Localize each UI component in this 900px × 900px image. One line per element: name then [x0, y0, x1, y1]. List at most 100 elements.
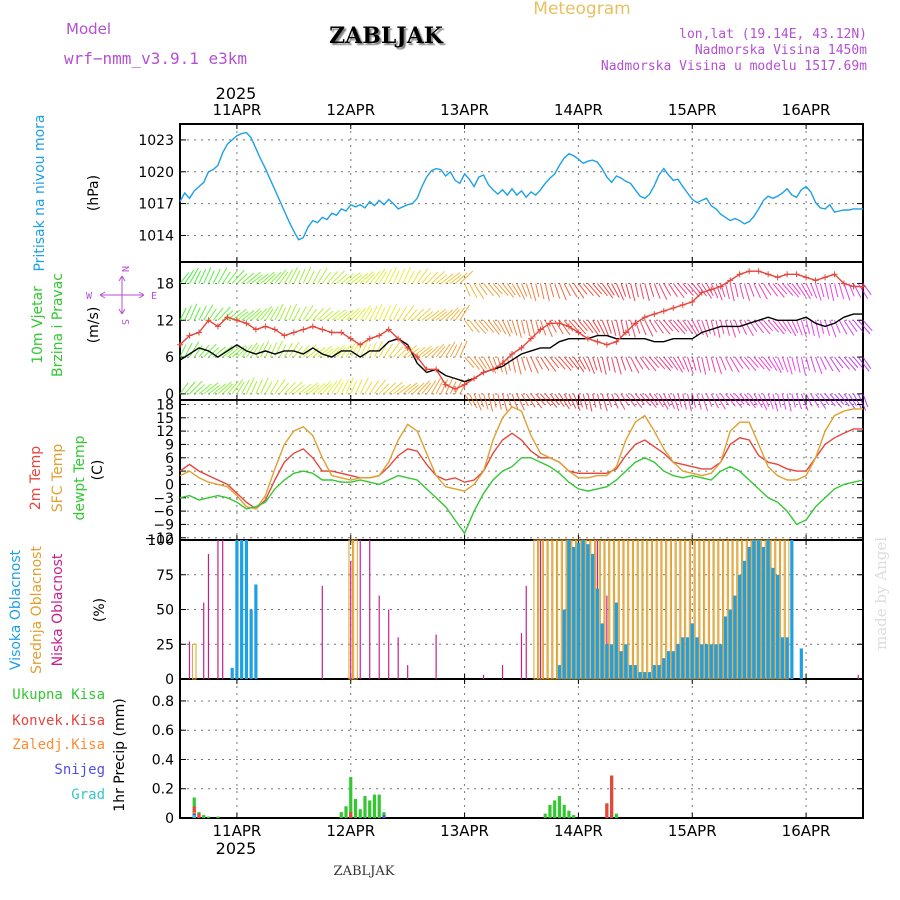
wind-barb — [184, 342, 193, 358]
wind-barb — [293, 307, 301, 321]
wind-barb — [184, 305, 192, 321]
high-cloud-bar — [662, 658, 666, 679]
wind-barb — [810, 356, 817, 373]
wind-barb — [383, 305, 392, 321]
high-cloud-bar — [709, 644, 713, 679]
wind-barb — [625, 283, 631, 299]
wind-barb — [203, 266, 212, 284]
wind-barb — [440, 379, 449, 395]
wind-barb — [431, 271, 446, 284]
wind-barb — [350, 309, 361, 321]
gust-marker — [641, 314, 648, 321]
temperature-ytick-label: 12 — [156, 424, 174, 440]
wind-barb — [834, 393, 845, 405]
wind-barb — [227, 381, 239, 395]
wind-barb — [511, 283, 521, 298]
wind-barb — [758, 356, 771, 372]
wind-barb — [762, 356, 773, 369]
wind-barb — [758, 319, 771, 335]
wind-barb — [729, 356, 740, 373]
wind-barb — [430, 378, 441, 395]
wind-barb — [317, 381, 331, 395]
wind-barb — [184, 269, 195, 284]
gust-marker — [831, 271, 838, 278]
gust-marker — [518, 344, 525, 351]
wind-barb — [824, 320, 831, 336]
wind-barb — [644, 393, 657, 408]
wind-barb — [260, 271, 275, 284]
wind-barb — [189, 380, 203, 395]
wind-barb — [805, 320, 811, 334]
wind-barb — [639, 393, 652, 407]
wind-barb — [758, 283, 768, 300]
wind-barb — [705, 356, 711, 371]
wind-barb — [516, 393, 525, 411]
wind-barb — [487, 356, 497, 374]
wind-barb — [862, 283, 872, 296]
wind-barb — [449, 344, 458, 358]
time-label-bottom: 13APR — [440, 822, 489, 840]
wind-barb — [834, 356, 844, 369]
temperature-series-line — [179, 405, 863, 510]
precip-bar — [562, 804, 566, 818]
mid-cloud-bar — [652, 539, 657, 680]
wind-barb — [748, 393, 758, 406]
wind-barb — [582, 319, 594, 334]
wind-barb — [222, 348, 235, 358]
high-cloud-bar — [652, 665, 656, 679]
wind-barb — [459, 340, 468, 358]
wind-barb — [359, 377, 369, 395]
wind-barb — [848, 356, 859, 368]
wind-barb — [601, 356, 607, 375]
wind-barb — [255, 379, 263, 395]
wind-barb — [744, 393, 757, 409]
wind-barb — [473, 319, 487, 335]
wind-barb — [193, 345, 203, 358]
wind-barb — [374, 303, 383, 321]
gust-marker — [546, 320, 553, 327]
wind-barb — [658, 319, 671, 335]
wind-barb — [696, 393, 702, 410]
wind-barb — [559, 319, 571, 336]
wind-barb — [762, 393, 770, 407]
high-cloud-bar — [776, 574, 780, 679]
wind-barb — [843, 356, 857, 371]
wind-barb — [369, 305, 378, 321]
wind-barb — [843, 393, 856, 409]
wind-barb — [189, 341, 200, 358]
wind-barb — [516, 356, 522, 375]
wind-barb — [767, 393, 774, 410]
wind-barb — [734, 356, 744, 369]
wind-barb — [715, 320, 721, 338]
gust-marker — [717, 283, 724, 290]
wind-barb — [492, 393, 497, 408]
wind-barb — [767, 356, 778, 371]
wind-barb — [388, 381, 403, 395]
wind-barb — [269, 271, 282, 284]
precip-bar — [614, 813, 618, 818]
gust-marker — [490, 366, 497, 373]
gust-marker — [442, 381, 449, 388]
temp-axis-title-2m: 2m Temp — [28, 446, 44, 510]
wind-barb — [459, 270, 474, 284]
time-label-top: 11APR — [213, 101, 262, 119]
wind-barb — [516, 283, 526, 300]
precip-ytick-label: 0.4 — [152, 752, 174, 768]
wind-barb — [762, 283, 772, 296]
legend-total-rain: Ukupna Kisa — [12, 687, 105, 703]
wind-barb — [587, 319, 599, 336]
wind-barb — [530, 356, 539, 374]
temperature-ytick-label: −12 — [144, 531, 174, 547]
wind-barb — [340, 273, 355, 284]
wind-barb — [653, 319, 664, 334]
wind-barb — [473, 393, 482, 411]
wind-barb — [786, 320, 797, 337]
wind-barb — [672, 283, 685, 299]
high-cloud-bar — [704, 644, 709, 679]
wind-barb — [625, 393, 636, 408]
wind-barb — [748, 283, 755, 297]
wind-barb — [625, 356, 633, 372]
high-cloud-bar — [643, 672, 647, 679]
wind-barb — [653, 283, 661, 299]
wind-barb — [402, 344, 417, 358]
